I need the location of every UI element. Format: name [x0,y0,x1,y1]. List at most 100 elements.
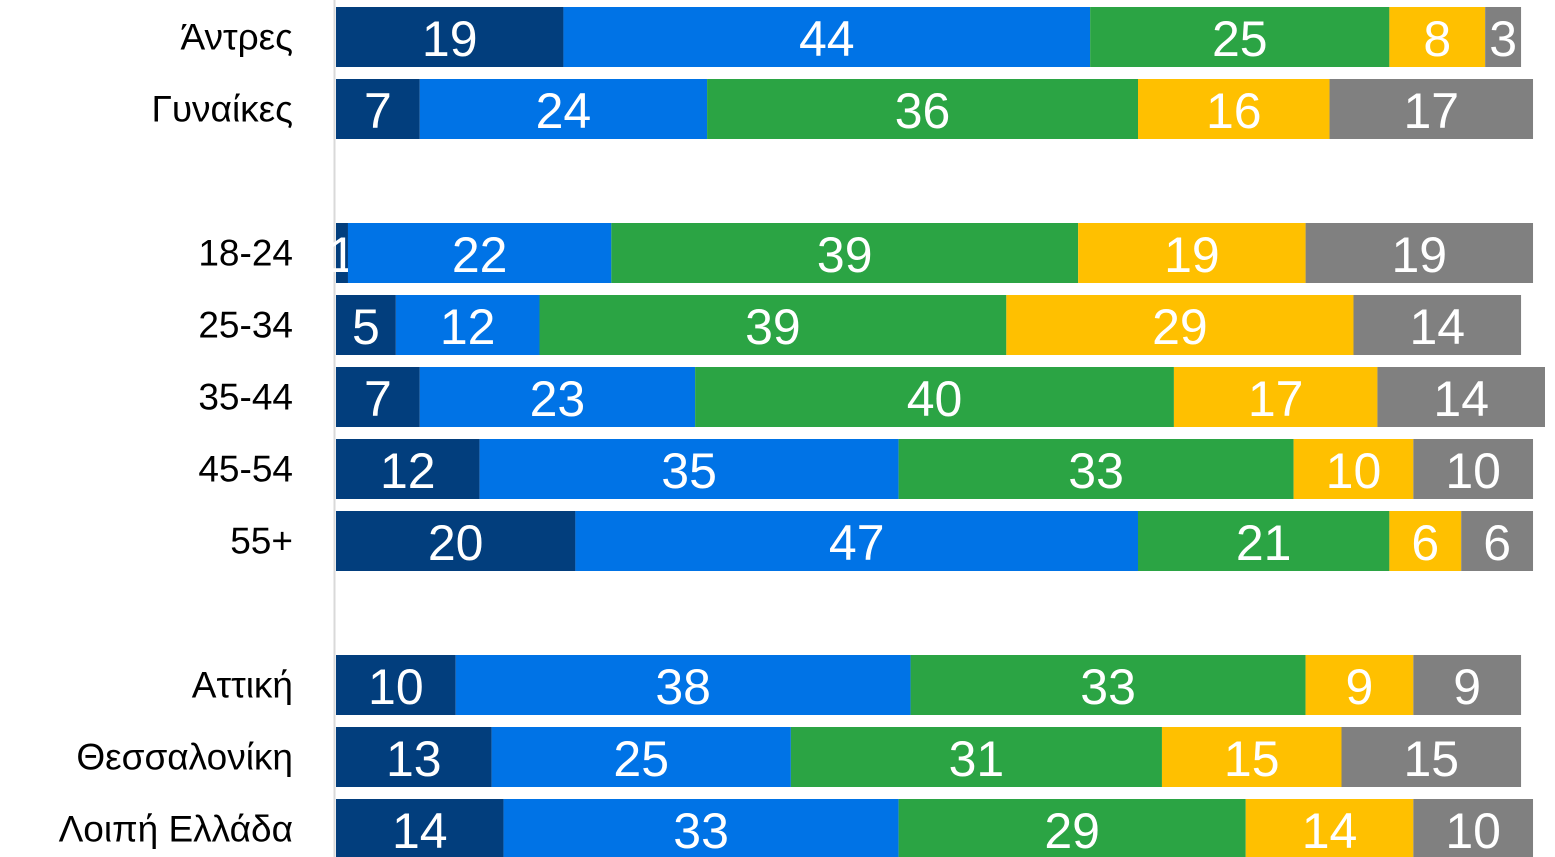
bar-segment [1461,511,1534,571]
value-label: 29 [1044,803,1100,857]
value-label: 31 [949,731,1005,787]
bar-segment [1413,799,1534,857]
value-label: 10 [368,659,424,715]
bar-segment [1173,367,1378,427]
bar-segment [790,727,1162,787]
value-label: 21 [1236,515,1292,571]
value-label: 23 [530,371,586,427]
category-label: 25-34 [198,305,293,346]
value-label: 33 [1080,659,1136,715]
value-label: 17 [1248,371,1304,427]
bar-segment [898,799,1246,857]
category-label: Λοιπή Ελλάδα [59,809,293,850]
category-label: 35-44 [198,377,293,418]
value-label: 3 [1489,11,1517,67]
value-label: 12 [380,443,436,499]
value-label: 7 [364,371,392,427]
value-label: 47 [829,515,885,571]
bar-segment [419,79,708,139]
bar-segment [455,655,911,715]
bar-segment [1161,727,1342,787]
bar-segment [1389,511,1462,571]
value-label: 25 [1212,11,1268,67]
category-label: Γυναίκες [151,89,293,130]
bar-segment [1329,79,1534,139]
value-label: 33 [673,803,729,857]
value-label: 39 [745,299,801,355]
value-label: 13 [386,731,442,787]
value-label: 35 [661,443,717,499]
value-label: 36 [895,83,951,139]
value-label: 6 [1483,515,1511,571]
bar-segment [1006,295,1354,355]
bar-segment [1377,367,1545,427]
bar-segment [503,799,899,857]
value-label: 39 [817,227,873,283]
bar-segment [336,727,492,787]
category-label: Άντρες [180,17,293,58]
bar-segment [611,223,1079,283]
value-label: 6 [1411,515,1439,571]
bar-segment [1305,655,1414,715]
bar-segment [1138,511,1390,571]
bar-segment [336,799,504,857]
value-label: 10 [1445,803,1501,857]
value-label: 7 [364,83,392,139]
value-label: 14 [1433,371,1489,427]
bar-segment [910,655,1306,715]
category-label: Θεσσαλονίκη [76,737,293,778]
bar-segment [336,79,420,139]
value-label: 44 [799,11,855,67]
bar-segment [336,295,396,355]
value-label: 19 [1391,227,1447,283]
bar-segment [1485,7,1522,67]
value-label: 24 [536,83,592,139]
bar-segment [491,727,791,787]
value-label: 15 [1403,731,1459,787]
value-label: 25 [613,731,669,787]
value-label: 15 [1224,731,1280,787]
bar-segment [1090,7,1390,67]
value-label: 10 [1326,443,1382,499]
category-label: 55+ [230,521,293,562]
bar-segment [1389,7,1486,67]
bar-segment [1413,655,1522,715]
bar-segment [336,655,456,715]
bar-segment [336,439,480,499]
value-label: 19 [1164,227,1220,283]
category-label: 18-24 [198,233,293,274]
bar-segment [707,79,1139,139]
bar-segment [347,223,612,283]
category-label: 45-54 [198,449,293,490]
bar-segment [336,511,576,571]
bar-segment [336,367,420,427]
bar-segment [1138,79,1330,139]
value-label: 20 [428,515,484,571]
value-label: 9 [1346,659,1374,715]
bar-segment [419,367,696,427]
bar-segment [563,7,1091,67]
value-label: 14 [392,803,448,857]
bar-segment [539,295,1007,355]
bar-segment [1353,295,1522,355]
value-label: 5 [352,299,380,355]
bar-segment [1245,799,1414,857]
value-label: 14 [1302,803,1358,857]
value-label: 16 [1206,83,1262,139]
bar-segment [898,439,1294,499]
bar-segment [575,511,1139,571]
bar-segment [395,295,540,355]
bar-segment [1341,727,1522,787]
value-label: 33 [1068,443,1124,499]
category-label: Αττική [192,665,293,706]
value-label: 19 [422,11,478,67]
bar-segment [336,223,348,283]
value-label: 9 [1453,659,1481,715]
bar-segment [1305,223,1534,283]
bar-segment [1293,439,1414,499]
value-label: 29 [1152,299,1208,355]
value-label: 22 [452,227,508,283]
value-label: 17 [1403,83,1459,139]
bar-segment [336,7,564,67]
